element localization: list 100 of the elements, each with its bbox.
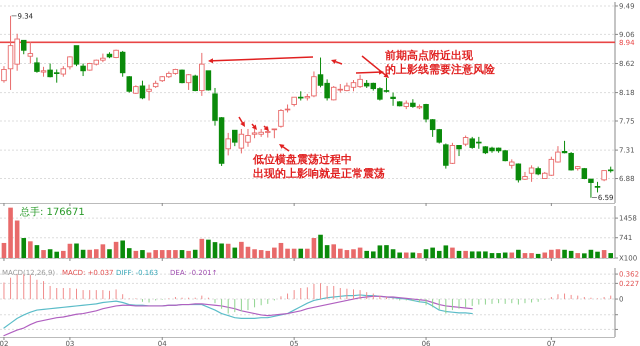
bar: [378, 245, 382, 258]
bar: [41, 250, 46, 258]
candlestick: [462, 135, 468, 147]
bar: [358, 248, 362, 258]
bar: [516, 250, 521, 258]
candlestick: [456, 144, 462, 157]
bar: [470, 251, 475, 258]
bar: [180, 250, 184, 258]
bar: [390, 249, 396, 258]
bar: [370, 251, 376, 258]
line-series: [3, 296, 473, 336]
annotation: 低位横盘震荡过程中出现的上影响就是正常震荡: [252, 153, 385, 180]
bar: [424, 249, 428, 258]
bar: [602, 250, 606, 258]
bar: [153, 250, 158, 258]
bar: [120, 240, 125, 258]
bar: [483, 251, 488, 258]
bar: [444, 245, 448, 258]
bar: [476, 251, 482, 258]
bar: [463, 250, 468, 258]
bar: [114, 242, 118, 258]
bar: [252, 249, 257, 258]
bar: [397, 252, 402, 258]
bar: [226, 244, 230, 258]
candlestick: [140, 80, 146, 100]
bar: [265, 250, 270, 258]
candlestick: [298, 90, 304, 102]
bar: [384, 245, 389, 258]
bar: [338, 248, 343, 258]
bar: [556, 249, 560, 258]
bar: [502, 252, 508, 258]
bar: [542, 252, 548, 258]
bar: [588, 250, 594, 258]
bar: [417, 253, 422, 258]
bar: [312, 238, 316, 258]
bar: [608, 253, 614, 258]
candlestick: [179, 68, 185, 84]
bar: [200, 238, 204, 258]
bar: [450, 248, 455, 258]
bar: [54, 252, 60, 258]
bar: [246, 246, 250, 258]
bar: [324, 245, 330, 258]
bar: [410, 252, 416, 258]
bar: [562, 250, 567, 258]
bar: [529, 253, 534, 258]
candlestick: [562, 140, 568, 154]
bar: [2, 242, 6, 258]
candlestick: [120, 50, 126, 78]
bar: [166, 250, 172, 258]
candlestick: [450, 142, 456, 164]
candlestick: [186, 74, 192, 90]
candlestick: [528, 164, 534, 182]
bar: [258, 250, 264, 258]
bar: [456, 250, 462, 258]
bar: [34, 245, 40, 258]
candlestick: [601, 170, 607, 182]
bar: [575, 253, 580, 258]
bar: [140, 250, 145, 258]
candlestick: [126, 76, 132, 94]
bar: [14, 220, 20, 258]
bar: [305, 248, 310, 258]
candlestick: [146, 84, 152, 102]
bar: [298, 248, 304, 258]
bar: [80, 250, 86, 258]
bar: [536, 254, 540, 258]
candlestick: [74, 45, 80, 67]
candlestick: [192, 74, 198, 92]
bar: [21, 238, 26, 258]
bar: [173, 250, 178, 258]
candlestick: [67, 56, 73, 70]
bar: [436, 250, 442, 258]
candlestick: [1, 66, 7, 84]
bar: [206, 240, 211, 258]
bar: [595, 252, 600, 258]
bar: [126, 248, 132, 258]
bar: [87, 250, 92, 258]
bar: [522, 253, 528, 258]
bar: [272, 248, 277, 258]
bar: [8, 208, 13, 258]
bar: [146, 252, 152, 258]
candlestick: [206, 70, 212, 92]
annotation: 前期高点附近出现的上影线需要注意风险: [384, 49, 496, 76]
candlestick: [291, 96, 297, 107]
bar: [219, 243, 224, 258]
candlestick: [80, 62, 86, 77]
bar: [232, 248, 238, 258]
candlestick: [272, 128, 278, 139]
candlestick: [594, 181, 600, 193]
bar: [430, 248, 435, 258]
bar: [212, 242, 218, 258]
bar: [186, 250, 191, 258]
candlestick: [232, 130, 238, 147]
bar: [28, 241, 33, 258]
bar: [100, 244, 106, 258]
bar: [582, 253, 587, 258]
bar: [549, 250, 554, 258]
bar: [192, 250, 198, 258]
candlestick: [34, 57, 40, 74]
bar: [568, 250, 574, 258]
candlestick: [516, 162, 522, 184]
